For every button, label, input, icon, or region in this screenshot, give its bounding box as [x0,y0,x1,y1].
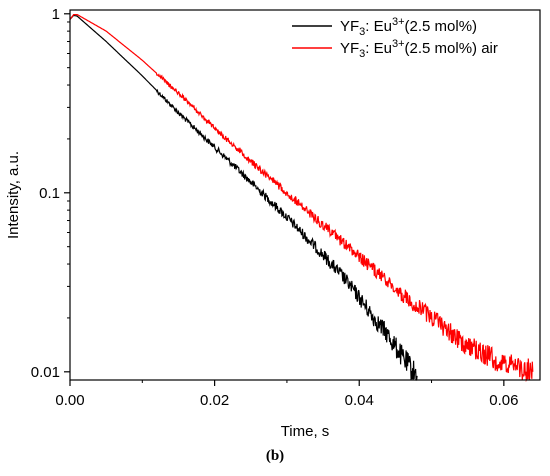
figure-caption: (b) [265,448,285,464]
y-tick-label-1: 0.1 [39,185,60,202]
series-line-2 [69,14,534,383]
legend: YF3: Eu3+(2.5 mol%)YF3: Eu3+(2.5 mol%) a… [292,16,498,60]
x-tick-label-2: 0.04 [345,392,374,409]
x-tick-label-0: 0.00 [55,392,84,409]
ticks-layer: 0.00 0.02 0.04 0.06 0.01 0.1 1 [31,6,519,409]
series-layer [69,14,534,383]
legend-label-1: YF3: Eu3+(2.5 mol%) [340,16,477,38]
x-tick-label-1: 0.02 [200,392,229,409]
x-tick-label-3: 0.06 [489,392,518,409]
y-tick-label-0: 0.01 [31,364,60,381]
x-axis-title: Time, s [281,423,330,440]
plot-frame [69,9,541,381]
y-tick-label-2: 1 [52,6,60,23]
series-line-1 [69,14,418,381]
legend-label-2: YF3: Eu3+(2.5 mol%) air [340,38,498,60]
y-axis-title: Intensity, a.u. [5,151,22,239]
